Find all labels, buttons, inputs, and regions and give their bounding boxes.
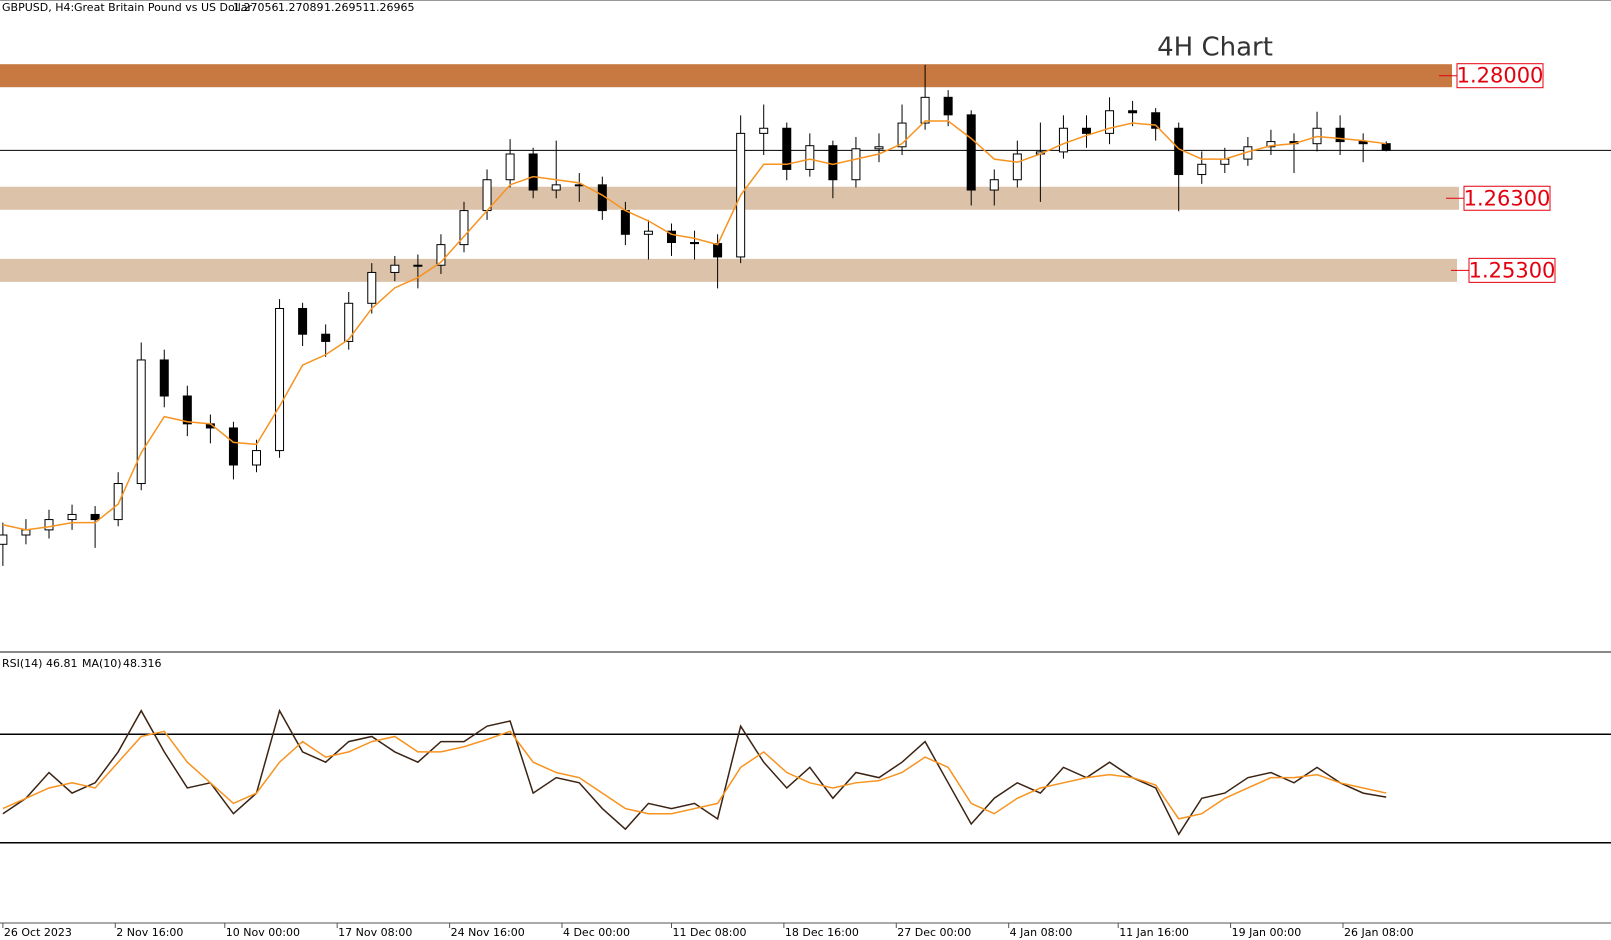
x-tick-label: 11 Jan 16:00: [1119, 926, 1189, 939]
candle-body: [1220, 158, 1230, 165]
rsi-line: [2, 708, 1387, 836]
candle-body: [1266, 141, 1276, 148]
candle-body: [897, 122, 907, 148]
candle-body: [1381, 143, 1391, 151]
candle-body: [805, 145, 815, 170]
candle-body: [390, 264, 400, 273]
candle-body: [436, 244, 446, 266]
candle-body: [482, 179, 492, 212]
candle-body: [1105, 110, 1115, 134]
indicator-ma-name: MA(10): [82, 657, 122, 670]
candle-body: [344, 302, 354, 342]
indicator-name: RSI(14): [2, 657, 42, 670]
annotation: 4H Chart: [1157, 33, 1273, 63]
moving-average: [2, 120, 1387, 531]
indicator-value: 46.81: [46, 657, 78, 670]
x-tick-label: 4 Jan 08:00: [1010, 926, 1073, 939]
x-tick-label: 2 Nov 16:00: [116, 926, 183, 939]
candle-body: [1151, 112, 1161, 129]
x-tick-label: 26 Oct 2023: [4, 926, 72, 939]
x-tick-label: 27 Dec 00:00: [897, 926, 971, 939]
candle-body: [713, 243, 723, 258]
description: Great Britain Pound vs US Dollar: [74, 1, 253, 14]
x-tick-label: 18 Dec 16:00: [785, 926, 859, 939]
candle-body: [943, 96, 953, 116]
candle-body: [966, 114, 976, 191]
candle-body: [413, 264, 423, 267]
x-tick-label: 17 Nov 08:00: [338, 926, 412, 939]
candle-body: [0, 534, 8, 545]
level-label-box: [1456, 63, 1544, 89]
candle-body: [551, 184, 561, 191]
candle-body: [321, 333, 331, 342]
candle-body: [182, 395, 192, 425]
candle-body: [759, 127, 769, 134]
close-price: 1.26965: [369, 1, 415, 14]
candle-body: [1358, 141, 1368, 145]
level-zone: [0, 186, 1459, 210]
low-price: 1.26951: [324, 1, 370, 14]
candle-body: [690, 242, 700, 245]
candle-body: [1197, 163, 1207, 176]
candle-body: [920, 96, 930, 124]
candle-body: [828, 145, 838, 181]
level-label: 1.25300: [1469, 258, 1556, 282]
candle-body: [159, 359, 169, 397]
high-price: 1.27089: [278, 1, 324, 14]
x-tick-label: 10 Nov 00:00: [226, 926, 300, 939]
candle-body: [666, 230, 676, 244]
candle-body: [298, 307, 308, 335]
x-tick-label: 11 Dec 08:00: [672, 926, 746, 939]
candle-body: [21, 529, 31, 536]
level-zone: [0, 258, 1457, 282]
open-price: 1.27056: [233, 1, 279, 14]
level-label: 1.26300: [1464, 186, 1551, 210]
candle-body: [113, 483, 123, 521]
candle-body: [528, 153, 538, 191]
candle-body: [44, 519, 54, 531]
candle-body: [505, 153, 515, 181]
candle-body: [367, 271, 377, 304]
candle-body: [136, 359, 146, 485]
level-label-box: [1463, 185, 1551, 211]
candle-body: [1335, 127, 1345, 143]
candle-body: [1012, 153, 1022, 181]
candle-body: [1081, 127, 1091, 134]
candle-body: [228, 427, 238, 466]
candle-body: [643, 230, 653, 235]
candle-body: [90, 513, 100, 521]
level-zone: [0, 64, 1452, 88]
candle-body: [620, 210, 630, 235]
level-label-box: [1468, 257, 1556, 283]
candle-body: [459, 210, 469, 246]
candle-body: [1174, 127, 1184, 176]
x-tick-label: 26 Jan 08:00: [1344, 926, 1414, 939]
x-tick-label: 19 Jan 00:00: [1232, 926, 1302, 939]
candle-body: [251, 450, 261, 466]
x-tick-label: 24 Nov 16:00: [451, 926, 525, 939]
symbol: GBPUSD, H4:: [2, 1, 74, 14]
indicator-ma-value: 48.316: [123, 657, 162, 670]
level-label: 1.28000: [1457, 64, 1544, 88]
candle-body: [874, 146, 884, 150]
candle-body: [851, 148, 861, 181]
candle-body: [275, 307, 285, 452]
candle-body: [782, 127, 792, 170]
candle-body: [1058, 127, 1068, 153]
candle-body: [989, 179, 999, 191]
candle-body: [1128, 110, 1138, 114]
plot: 26 Oct 2023 2 Nov 16:00 10 Nov 00:00 17 Nov…: [0, 63, 1611, 939]
rsi-line: [2, 730, 1387, 820]
x-tick-label: 4 Dec 00:00: [563, 926, 630, 939]
candle-body: [67, 513, 77, 521]
